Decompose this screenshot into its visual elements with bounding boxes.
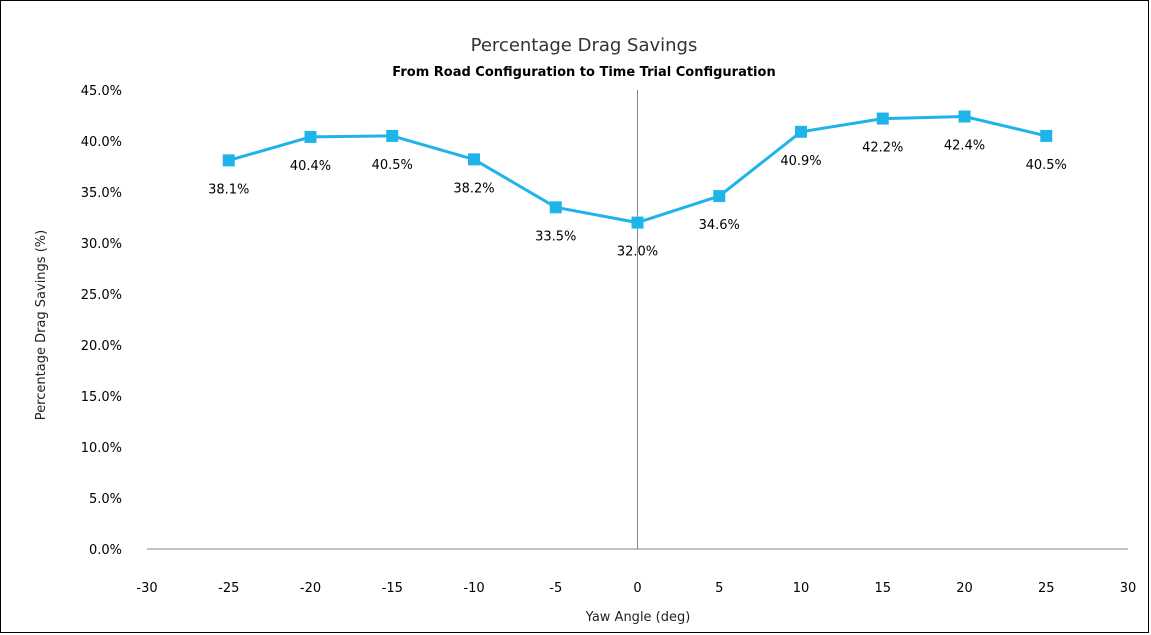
y-tick-label: 10.0% bbox=[81, 441, 122, 456]
y-tick-label: 15.0% bbox=[81, 390, 122, 405]
y-tick-label: 45.0% bbox=[81, 84, 122, 99]
data-point bbox=[304, 130, 317, 143]
y-tick-label: 35.0% bbox=[81, 186, 122, 201]
data-label: 38.1% bbox=[208, 182, 249, 197]
x-tick-label: -20 bbox=[300, 581, 321, 596]
x-tick-label: 30 bbox=[1120, 581, 1137, 596]
y-tick-label: 25.0% bbox=[81, 288, 122, 303]
y-tick-label: 30.0% bbox=[81, 237, 122, 252]
tick-labels: 0.0% 5.0% 10.0% 15.0% 20.0% 25.0% 30.0% 35.0% 40… bbox=[81, 84, 1137, 596]
x-axis-label: Yaw Angle (deg) bbox=[585, 610, 691, 625]
x-tick-label: -15 bbox=[382, 581, 403, 596]
data-point bbox=[549, 201, 562, 214]
axes bbox=[147, 90, 1128, 550]
x-tick-label: 5 bbox=[715, 581, 723, 596]
x-tick-label: 0 bbox=[633, 581, 641, 596]
x-tick-label: -5 bbox=[549, 581, 562, 596]
data-label: 38.2% bbox=[453, 181, 494, 196]
data-label: 34.6% bbox=[699, 218, 740, 233]
data-point bbox=[958, 110, 971, 123]
y-axis-label: Percentage Drag Savings (%) bbox=[34, 230, 49, 420]
data-label: 40.9% bbox=[780, 154, 821, 169]
x-tick-label: -10 bbox=[463, 581, 484, 596]
data-point bbox=[386, 129, 399, 142]
data-point bbox=[468, 153, 480, 166]
x-tick-label: 10 bbox=[793, 581, 810, 596]
x-tick-label: -25 bbox=[218, 581, 239, 596]
y-tick-label: 40.0% bbox=[81, 135, 122, 150]
data-label: 40.5% bbox=[372, 158, 413, 173]
data-label: 40.4% bbox=[290, 159, 331, 174]
data-label: 40.5% bbox=[1026, 158, 1067, 173]
data-point bbox=[713, 190, 726, 203]
x-tick-label: 15 bbox=[874, 581, 891, 596]
data-point bbox=[795, 125, 807, 138]
data-label: 32.0% bbox=[617, 245, 658, 260]
y-tick-label: 20.0% bbox=[81, 339, 122, 354]
x-tick-label: 20 bbox=[956, 581, 973, 596]
data-labels: 38.1% 40.4% 40.5% 38.2% 33.5% 32.0% 34.6% 40.9%… bbox=[208, 139, 1067, 260]
chart-title: Percentage Drag Savings bbox=[471, 35, 698, 56]
data-point bbox=[1040, 129, 1053, 142]
data-label: 42.2% bbox=[862, 141, 903, 156]
data-point bbox=[631, 216, 644, 229]
data-point bbox=[222, 154, 235, 167]
y-tick-label: 5.0% bbox=[89, 492, 122, 507]
y-tick-label: 0.0% bbox=[89, 543, 122, 558]
x-tick-label: -30 bbox=[136, 581, 157, 596]
data-label: 42.4% bbox=[944, 139, 985, 154]
data-label: 33.5% bbox=[535, 229, 576, 244]
series bbox=[222, 110, 1053, 229]
chart-subtitle: From Road Configuration to Time Trial Co… bbox=[392, 65, 775, 80]
x-tick-label: 25 bbox=[1038, 581, 1055, 596]
data-point bbox=[876, 112, 889, 125]
